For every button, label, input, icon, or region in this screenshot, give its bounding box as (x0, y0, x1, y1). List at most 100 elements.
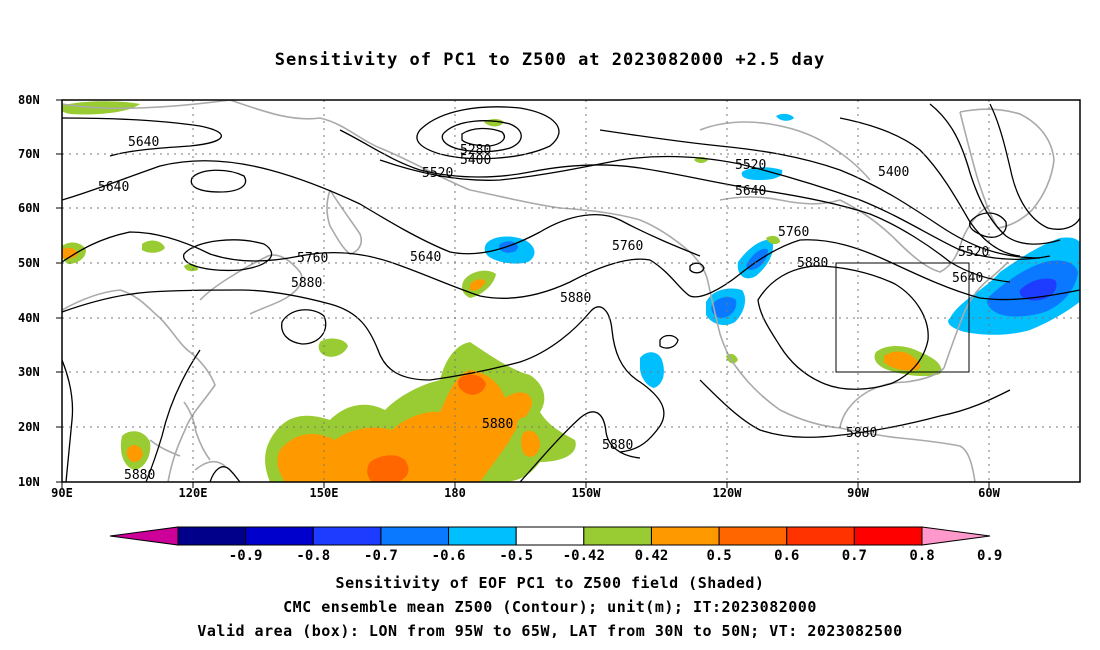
colorbar-tick-label: 0.42 (635, 548, 669, 564)
contour-5160-b (989, 103, 1080, 230)
lat-label: 40N (18, 311, 40, 325)
contour-5280-b (929, 103, 1061, 245)
contour-closed-ring-small (689, 262, 705, 274)
contour-west-5880 (62, 359, 74, 482)
colorbar: -0.9 -0.8 -0.7 -0.6 -0.5 -0.42 0.42 0.5 0.6 0.7 0.… (109, 526, 1002, 564)
colorbar-tick-label: 0.8 (909, 548, 934, 564)
map-area (62, 100, 1080, 482)
colorbar-tick-label: -0.9 (229, 548, 263, 564)
lon-label: 90W (847, 486, 869, 500)
positive-core-china (62, 247, 78, 259)
lat-label: 20N (18, 420, 40, 434)
coastline-na-west (707, 281, 841, 429)
colorbar-tick-label: -0.8 (296, 548, 330, 564)
contour-label: 5640 (735, 184, 766, 199)
contour-label: 5640 (128, 135, 159, 150)
positive-core-east (521, 430, 540, 457)
coastline-asia-north (62, 100, 471, 191)
caption-line-1: Sensitivity of EOF PC1 to Z500 field (Sh… (335, 574, 765, 592)
contour-5280-ring (441, 120, 522, 153)
contour-5640-b (62, 160, 701, 257)
coastline-greenland (959, 108, 1055, 229)
contour-label: 5640 (952, 271, 983, 286)
colorbar-swatch (380, 526, 450, 546)
colorbar-tick-label: -0.7 (364, 548, 398, 564)
contour-5520-b (599, 129, 1041, 259)
contour-closed-5880-small (281, 309, 327, 345)
lat-label: 10N (18, 475, 40, 489)
colorbar-high-extension (921, 526, 991, 546)
lat-label: 70N (18, 147, 40, 161)
contour-label: 5400 (878, 165, 909, 180)
colorbar-swatch (853, 526, 923, 546)
lon-label: 120W (713, 486, 743, 500)
contour-5400-b (839, 117, 1021, 257)
lon-label: 90E (51, 486, 73, 500)
positive-core-tropical-pacific (277, 370, 532, 482)
negative-core-pacific (711, 297, 737, 318)
contour-label: 5760 (612, 239, 643, 254)
lon-label: 60W (978, 486, 1000, 500)
contour-closed-5640 (190, 169, 247, 193)
contour-5880-d (519, 411, 641, 482)
contour-5640-c (339, 129, 1011, 283)
contour-label: 5640 (410, 250, 441, 265)
colorbar-swatch (718, 526, 788, 546)
colorbar-swatch (515, 526, 585, 546)
lat-label: 30N (18, 365, 40, 379)
colorbar-tick-label: 0.5 (706, 548, 731, 564)
colorbar-tick-label: -0.6 (432, 548, 466, 564)
positive-core-6 (470, 279, 486, 291)
plot-title: Sensitivity of PC1 to Z500 at 2023082000… (274, 50, 826, 70)
contour-label: 5640 (98, 180, 129, 195)
colorbar-swatch (650, 526, 720, 546)
positive-core-westpac (126, 445, 143, 462)
contour-label: 5880 (560, 291, 591, 306)
contour-5880-c (145, 349, 201, 482)
colorbar-tick-label: 0.7 (842, 548, 867, 564)
contour-5160-ring (461, 127, 505, 147)
negative-region-arctic (741, 167, 783, 180)
coastline-east-asia (62, 289, 216, 482)
lat-label: 60N (18, 201, 40, 215)
lon-label: 120E (179, 486, 208, 500)
z500-contours (62, 103, 1080, 482)
positive-region-3 (142, 240, 165, 253)
coastline-hudson (839, 199, 989, 273)
lon-label: 150E (310, 486, 339, 500)
map-border (61, 99, 1081, 483)
colorbar-tick-label: 0.6 (774, 548, 799, 564)
valid-area-box (835, 262, 970, 373)
contour-label: 5880 (846, 426, 877, 441)
contour-label: 5400 (460, 153, 491, 168)
ticks (56, 99, 990, 488)
coastline-canada (719, 196, 841, 205)
contour-closed-5760 (183, 239, 273, 272)
contour-label: 5280 (460, 143, 491, 158)
colorbar-tick-label: -0.42 (563, 548, 605, 564)
coastline-philippines (183, 401, 211, 461)
colorbar-low-extension (109, 526, 179, 546)
negative-region-arctic2 (776, 113, 794, 121)
contour-label: 5520 (735, 158, 766, 173)
contour-label: 5880 (482, 417, 513, 432)
contour-5520-a (379, 155, 1051, 261)
caption-line-3: Valid area (box): LON from 95W to 65W, L… (197, 622, 903, 640)
colorbar-tick-label: 0.9 (977, 548, 1002, 564)
colorbar-swatch (177, 526, 247, 546)
coastline-arctic-islands (699, 121, 871, 181)
negative-deep-atlantic (1019, 278, 1057, 301)
contour-label-layer: 5640 5640 5280 5400 5520 5520 5640 5400 … (98, 135, 989, 482)
sensitivity-shading (62, 101, 1080, 482)
lon-labels: 90E 120E 150E 180 150W 120W 90W 60W (51, 486, 1000, 500)
contour-5880-a (62, 289, 665, 453)
positive-core-gulf (884, 351, 921, 371)
positive-region-5 (318, 338, 348, 357)
coastline-alaska (469, 189, 709, 283)
contour-5760 (62, 231, 1080, 301)
coastline-us-east (943, 261, 1009, 369)
colorbar-swatch (448, 526, 517, 546)
positive-region-west (766, 235, 780, 245)
contour-5640-a (62, 117, 222, 157)
